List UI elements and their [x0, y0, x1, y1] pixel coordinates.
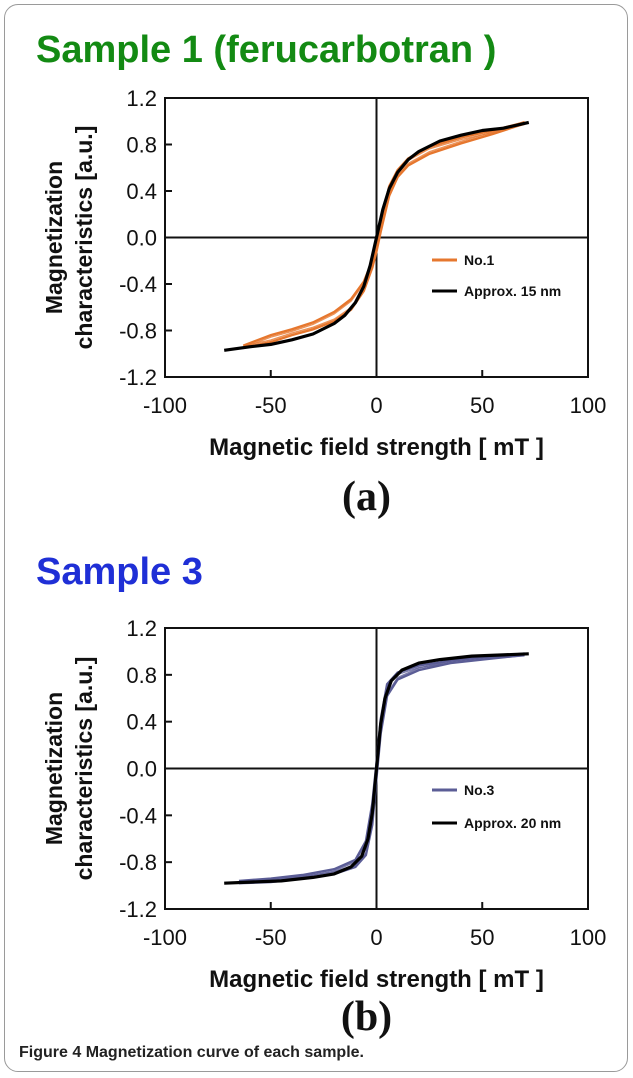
chart1-legend-label: Approx. 15 nm	[464, 283, 561, 299]
chart1-loop-lower-strand	[243, 120, 525, 347]
chart1-x-tick-label: -50	[255, 393, 287, 418]
chart1-series-approx-line	[223, 120, 530, 352]
chart1-y-axis-label-line2: characteristics [a.u.]	[71, 126, 97, 350]
chart2-panel-label: (b)	[341, 994, 392, 1040]
chart1-legend-label: No.1	[464, 252, 495, 268]
chart1-x-tick-label: 50	[470, 393, 494, 418]
chart1-loop-upper-strand	[243, 123, 525, 349]
chart2-legend-label: No.3	[464, 782, 495, 798]
chart1-x-tick-label: 100	[570, 393, 607, 418]
chart2-legend-label: Approx. 20 nm	[464, 815, 561, 831]
chart1-series-no-1	[242, 120, 525, 350]
chart1-y-tick-label: -0.8	[119, 319, 157, 344]
chart2-x-tick-label: 50	[470, 925, 494, 950]
chart2-title: Sample 3	[36, 551, 203, 593]
chart1-x-tick-label: -100	[143, 393, 187, 418]
chart2-x-tick-label: 0	[370, 925, 382, 950]
chart1-y-tick-label: -1.2	[119, 365, 157, 390]
chart2-y-tick-label: 1.2	[126, 616, 157, 641]
chart2-y-tick-label: 0.0	[126, 757, 157, 782]
chart2-y-axis-label-line1: Magnetization	[41, 692, 67, 845]
chart2-series-approx-line	[224, 652, 529, 885]
chart1-x-axis-label: Magnetic field strength [ mT ]	[209, 434, 544, 461]
chart2-loop-upper-branch	[238, 652, 525, 883]
chart2-x-tick-label: -100	[143, 925, 187, 950]
chart2-y-tick-label: 0.8	[126, 663, 157, 688]
chart2-y-tick-label: -1.2	[119, 897, 157, 922]
chart2-x-tick-label: 100	[570, 925, 607, 950]
chart-sample-3: Sample 3 1.2 0.8 0.4 0.0 -0.4 -0.8 -1.2 -100 -50 0…	[36, 551, 607, 1040]
chart2-y-tick-label: -0.8	[119, 850, 157, 875]
chart1-title: Sample 1 (ferucarbotran )	[36, 29, 496, 71]
chart1-y-axis-label-line1: Magnetization	[41, 161, 67, 314]
chart2-x-tick-label: -50	[255, 925, 287, 950]
figure-caption: Figure 4 Magnetization curve of each sam…	[19, 1044, 364, 1062]
chart2-y-axis-label-line2: characteristics [a.u.]	[71, 657, 97, 881]
chart1-panel-label: (a)	[342, 474, 391, 520]
chart2-y-tick-label: -0.4	[119, 803, 157, 828]
chart2-y-tick-label: 0.4	[126, 710, 157, 735]
chart2-x-axis-label: Magnetic field strength [ mT ]	[209, 966, 544, 993]
chart1-y-tick-label: 0.8	[126, 133, 157, 158]
caption-label: Figure 4	[19, 1044, 82, 1061]
caption-text: Magnetization curve of each sample.	[85, 1044, 364, 1061]
chart1-y-tick-label: -0.4	[119, 272, 157, 297]
chart-sample-1: Sample 1 (ferucarbotran ) 1.2 0.8 0.4 0.0 -0.…	[36, 29, 607, 520]
chart1-loop-lower-branch	[243, 122, 525, 350]
chart2-loop-lower-strand	[238, 652, 525, 882]
chart1-y-tick-label: 0.4	[126, 179, 157, 204]
chart1-x-tick-label: 0	[370, 393, 382, 418]
figure-frame	[4, 4, 628, 1072]
chart1-loop-upper-branch	[242, 121, 525, 347]
chart1-y-tick-label: 1.2	[126, 86, 157, 111]
chart1-y-tick-label: 0.0	[126, 226, 157, 251]
